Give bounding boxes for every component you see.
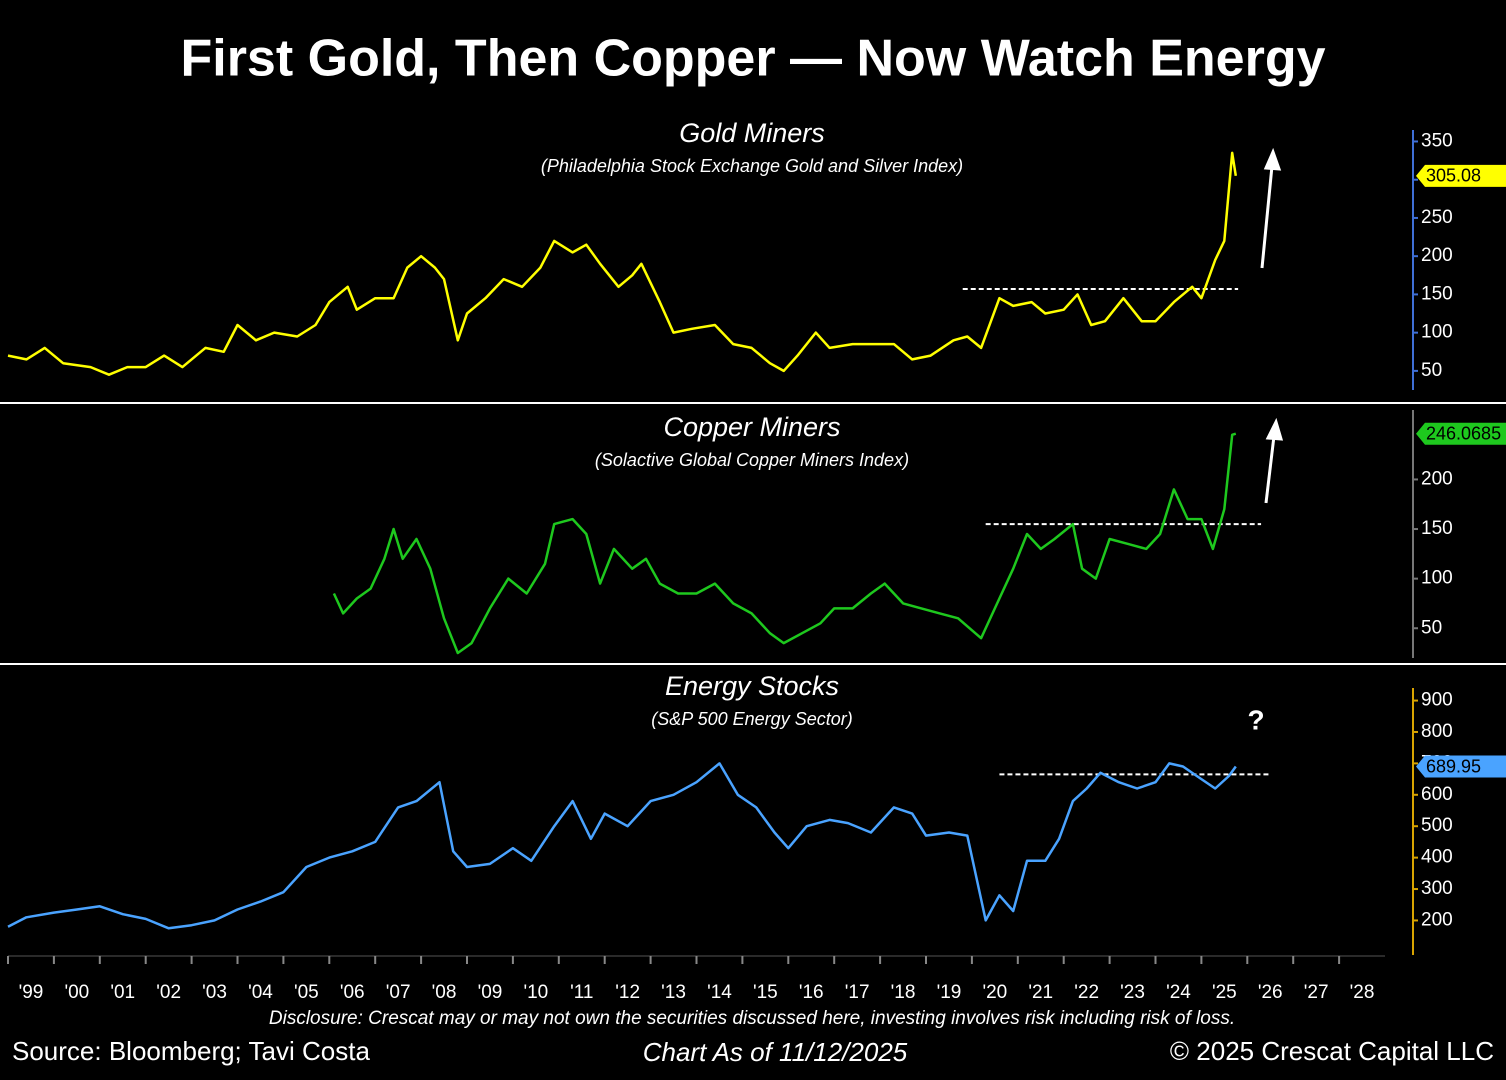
y-tick-label: 50 — [1421, 360, 1442, 381]
y-tick-label: 250 — [1421, 207, 1453, 228]
x-tick-label: '27 — [1304, 982, 1329, 1003]
x-tick-label: '13 — [661, 982, 686, 1003]
x-tick-label: '20 — [982, 982, 1007, 1003]
panel-title: Copper Miners — [663, 412, 840, 442]
last-value-label: 689.95 — [1426, 756, 1481, 776]
series-line — [332, 432, 1237, 655]
panel-title: Gold Miners — [679, 118, 825, 148]
as-of: Chart As of 11/12/2025 — [643, 1037, 908, 1067]
arrow — [1264, 435, 1276, 504]
x-tick-label: '23 — [1120, 982, 1145, 1003]
arrow-head — [1263, 147, 1282, 171]
x-tick-label: '04 — [248, 982, 273, 1003]
x-tick-label: '09 — [478, 982, 503, 1003]
series-line — [7, 151, 1238, 376]
y-tick-label: 150 — [1421, 518, 1453, 539]
disclosure: Disclosure: Crescat may or may not own t… — [269, 1008, 1235, 1029]
y-tick-label: 100 — [1421, 322, 1453, 343]
x-tick-label: '15 — [753, 982, 778, 1003]
x-tick-label: '11 — [570, 982, 593, 1003]
x-tick-label: '19 — [937, 982, 962, 1003]
arrow — [1260, 165, 1274, 269]
x-tick-label: '26 — [1258, 982, 1283, 1003]
panel-subtitle: (Solactive Global Copper Miners Index) — [595, 450, 909, 470]
x-tick-label: '10 — [523, 982, 548, 1003]
annotation: ? — [1247, 704, 1264, 735]
x-tick-label: '03 — [202, 982, 227, 1003]
x-tick-label: '99 — [19, 982, 44, 1003]
y-tick-label: 400 — [1421, 847, 1453, 868]
x-tick-label: '07 — [386, 982, 411, 1003]
y-tick-label: 200 — [1421, 245, 1453, 266]
y-tick-label: 150 — [1421, 283, 1453, 304]
y-tick-label: 300 — [1421, 878, 1453, 899]
panel-title: Energy Stocks — [665, 671, 839, 701]
x-tick-label: '28 — [1350, 982, 1375, 1003]
main-title: First Gold, Then Copper — Now Watch Ener… — [180, 30, 1325, 88]
x-tick-label: '16 — [799, 982, 824, 1003]
copyright: © 2025 Crescat Capital LLC — [1170, 1036, 1494, 1066]
y-tick-label: 100 — [1421, 568, 1453, 589]
source: Source: Bloomberg; Tavi Costa — [12, 1036, 370, 1066]
x-tick-label: '18 — [891, 982, 916, 1003]
y-tick-label: 200 — [1421, 909, 1453, 930]
x-tick-label: '24 — [1166, 982, 1191, 1003]
x-tick-label: '21 — [1028, 982, 1053, 1003]
series-line — [7, 762, 1237, 930]
x-tick-label: '00 — [64, 982, 89, 1003]
x-tick-label: '05 — [294, 982, 319, 1003]
arrow-head — [1265, 417, 1284, 441]
y-tick-label: 50 — [1421, 617, 1442, 638]
y-tick-label: 500 — [1421, 815, 1453, 836]
x-tick-label: '22 — [1074, 982, 1099, 1003]
x-tick-label: '06 — [340, 982, 365, 1003]
last-value-label: 305.08 — [1426, 166, 1481, 186]
last-value-tag — [1416, 422, 1506, 445]
x-tick-label: '08 — [432, 982, 457, 1003]
y-tick-label: 200 — [1421, 468, 1453, 489]
last-value-tag — [1416, 755, 1506, 778]
x-tick-label: '25 — [1212, 982, 1237, 1003]
x-tick-label: '17 — [845, 982, 870, 1003]
panel-subtitle: (S&P 500 Energy Sector) — [651, 709, 852, 729]
arrows — [1260, 147, 1284, 504]
y-tick-label: 800 — [1421, 721, 1453, 742]
y-tick-label: 900 — [1421, 690, 1453, 711]
last-value-tag — [1416, 164, 1506, 187]
x-tick-label: '02 — [156, 982, 181, 1003]
x-tick-label: '12 — [615, 982, 640, 1003]
y-tick-label: 350 — [1421, 130, 1453, 151]
last-value-label: 246.0685 — [1426, 423, 1501, 443]
y-tick-label: 600 — [1421, 784, 1453, 805]
x-tick-label: '01 — [110, 982, 135, 1003]
x-tick-label: '14 — [707, 982, 732, 1003]
panel-subtitle: (Philadelphia Stock Exchange Gold and Si… — [541, 156, 963, 176]
